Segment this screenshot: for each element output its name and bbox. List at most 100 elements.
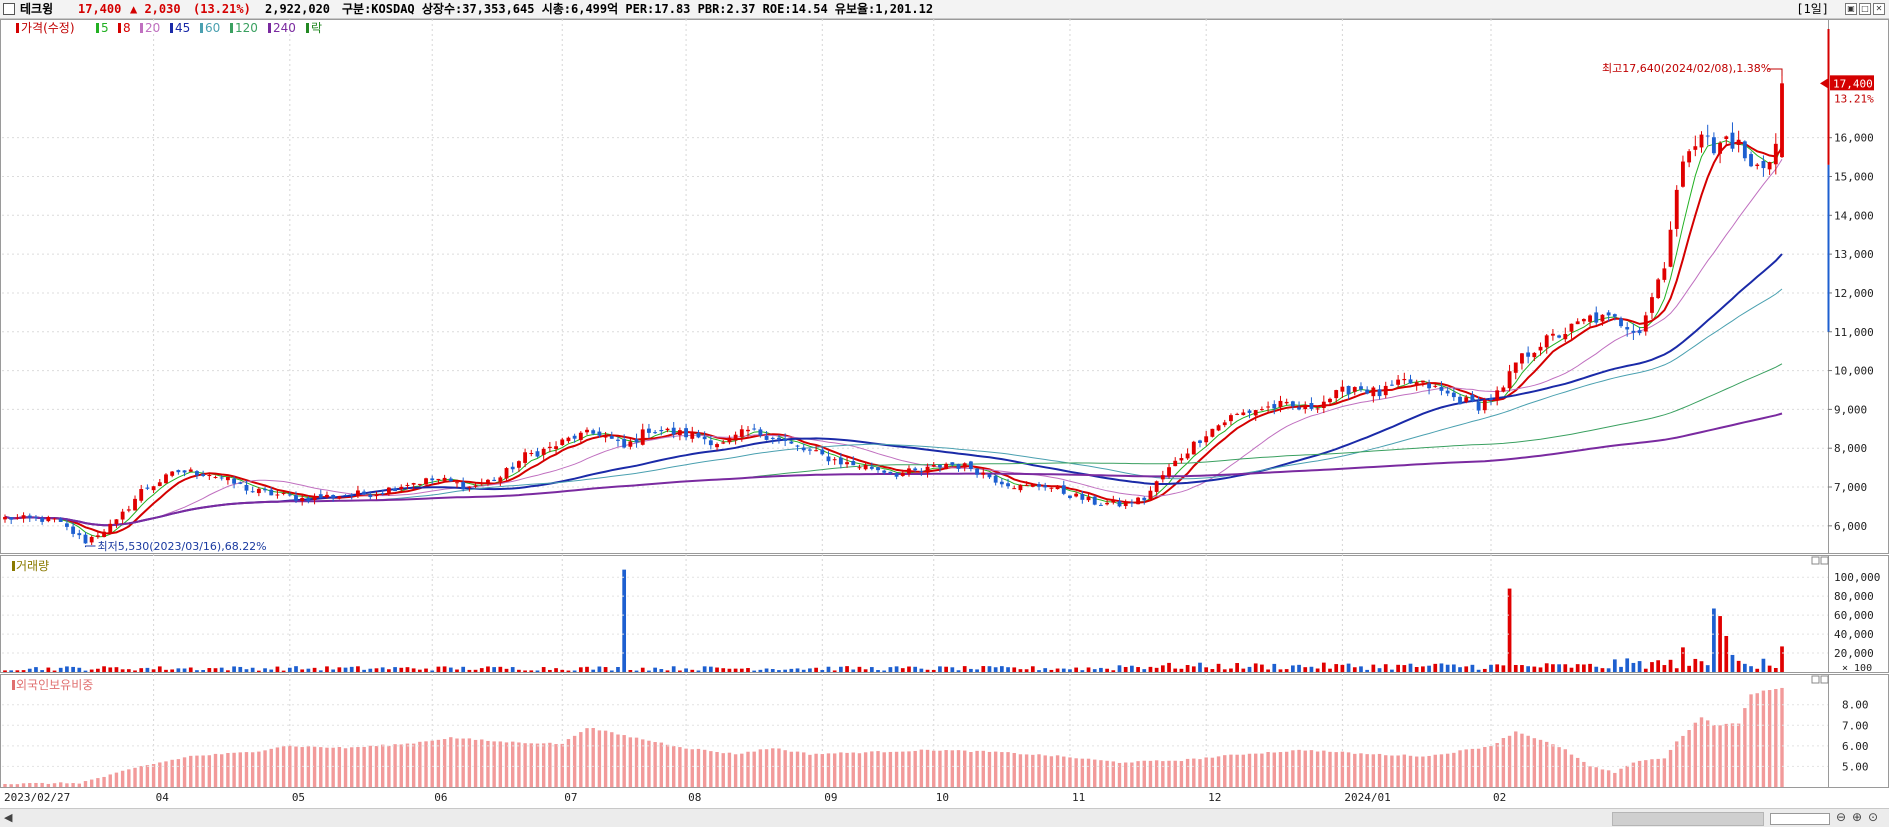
volume-bar bbox=[294, 666, 298, 672]
volume-bar bbox=[1662, 665, 1667, 672]
x-tick-label: 12 bbox=[1208, 791, 1221, 804]
volume-bar bbox=[1439, 663, 1444, 672]
candle-body bbox=[578, 432, 583, 440]
price-tick-label: 6,000 bbox=[1834, 520, 1867, 533]
foreign-ratio-bar bbox=[1123, 762, 1128, 787]
candle bbox=[362, 489, 367, 496]
candle-body bbox=[1749, 154, 1753, 167]
candle-body bbox=[386, 487, 391, 493]
foreign-ratio-bar bbox=[151, 763, 156, 787]
candle bbox=[876, 466, 880, 473]
volume-bar bbox=[1030, 666, 1035, 672]
foreign-ratio-bar bbox=[504, 742, 509, 787]
foreign-ratio-bar bbox=[9, 784, 13, 787]
candle-body bbox=[1204, 436, 1209, 443]
volume-bar bbox=[591, 669, 596, 672]
candle-body bbox=[1643, 315, 1648, 332]
legend-swatch bbox=[140, 23, 143, 33]
candle-body bbox=[523, 452, 528, 463]
foreign-ratio-bar bbox=[702, 749, 707, 787]
foreign-ratio-bar bbox=[1557, 747, 1561, 787]
foreign-ratio-bar bbox=[1507, 735, 1512, 787]
candle bbox=[374, 491, 379, 500]
volume-bar bbox=[795, 668, 800, 672]
candle bbox=[1266, 401, 1271, 413]
foreign-ratio-bar bbox=[46, 783, 51, 787]
candle bbox=[201, 470, 206, 478]
volume-bar bbox=[1253, 663, 1258, 672]
candle-body bbox=[126, 509, 131, 511]
candle-body bbox=[1464, 397, 1469, 402]
candle-body bbox=[133, 498, 137, 511]
candle bbox=[795, 444, 800, 452]
candle bbox=[882, 469, 887, 475]
candle bbox=[1501, 385, 1506, 393]
zoom-slider[interactable] bbox=[1770, 813, 1830, 825]
period-selector[interactable]: [1일] bbox=[1796, 2, 1829, 16]
foreign-ratio-bar bbox=[1662, 758, 1667, 787]
candle-body bbox=[1216, 425, 1221, 431]
foreign-ratio-bar bbox=[764, 749, 769, 787]
volume-bar bbox=[789, 668, 794, 672]
zoom-reset-icon[interactable]: ⊙ bbox=[1868, 810, 1879, 824]
candle-body bbox=[1290, 401, 1295, 407]
candle bbox=[1024, 481, 1029, 487]
candle bbox=[653, 430, 658, 435]
volume-bar bbox=[318, 670, 323, 672]
candle bbox=[1761, 155, 1766, 177]
chart-scrollbar[interactable]: ◀ ⊖ ⊕ ⊙ bbox=[0, 808, 1889, 827]
candle bbox=[318, 489, 323, 499]
foreign-ratio-bar bbox=[1526, 735, 1530, 787]
candle-body bbox=[368, 494, 373, 498]
zoom-in-icon[interactable]: ⊕ bbox=[1852, 810, 1863, 824]
volume-bar bbox=[436, 666, 441, 672]
volume-bar bbox=[300, 669, 305, 672]
volume-bar bbox=[1780, 646, 1784, 672]
candle-body bbox=[34, 517, 38, 519]
foreign-ratio-bar bbox=[523, 743, 527, 787]
foreign-ratio-bar bbox=[1569, 754, 1574, 787]
candle bbox=[913, 466, 918, 472]
foreign-ratio-bar bbox=[21, 783, 26, 787]
foreign-ratio-bar bbox=[1755, 693, 1759, 787]
current-price-tag-text: 17,400 bbox=[1833, 77, 1873, 90]
volume-bar bbox=[616, 667, 620, 672]
volume-bar bbox=[1198, 662, 1202, 672]
candle-body bbox=[529, 453, 534, 455]
candle-body bbox=[851, 461, 856, 466]
candle bbox=[9, 517, 14, 524]
volume-bar bbox=[560, 669, 565, 672]
select-checkbox[interactable] bbox=[3, 3, 15, 15]
candle-body bbox=[1390, 384, 1394, 386]
stock-info: 구분:KOSDAQ 상장수:37,353,645 시총:6,499억 PER:1… bbox=[342, 2, 934, 16]
restore-window-icon[interactable]: ▣ bbox=[1845, 3, 1857, 15]
volume-bar bbox=[1705, 665, 1710, 672]
volume-bar bbox=[1266, 669, 1270, 672]
candle-body bbox=[114, 519, 119, 525]
maximize-window-icon[interactable]: □ bbox=[1859, 3, 1871, 15]
candle bbox=[622, 434, 627, 449]
foreign-ratio-bar bbox=[1247, 753, 1252, 787]
stock-chart[interactable]: 2023/02/27 04 05 06 07 08 09 10 11 12 2024/01 02 6,0… bbox=[0, 19, 1889, 808]
volume-bar bbox=[1464, 666, 1469, 672]
candle bbox=[585, 427, 589, 435]
candle bbox=[1773, 133, 1778, 175]
legend-swatch bbox=[118, 23, 121, 33]
close-window-icon[interactable]: ✕ bbox=[1873, 3, 1885, 15]
candle bbox=[312, 493, 317, 505]
foreign-ratio-bar bbox=[894, 751, 899, 787]
volume-bar bbox=[708, 666, 713, 672]
zoom-out-icon[interactable]: ⊖ bbox=[1836, 810, 1847, 824]
candle bbox=[1030, 484, 1035, 488]
volume-bar bbox=[1761, 658, 1766, 672]
volume-bar bbox=[969, 668, 973, 672]
volume-bar bbox=[517, 669, 521, 672]
volume-bar bbox=[1712, 608, 1716, 672]
volume-bar bbox=[417, 669, 422, 672]
volume-bar bbox=[1055, 668, 1060, 672]
scroll-left-icon[interactable]: ◀ bbox=[4, 811, 13, 824]
scroll-thumb[interactable] bbox=[1612, 812, 1764, 826]
candle-body bbox=[1433, 385, 1438, 387]
candle bbox=[981, 468, 986, 479]
candle bbox=[727, 435, 732, 445]
